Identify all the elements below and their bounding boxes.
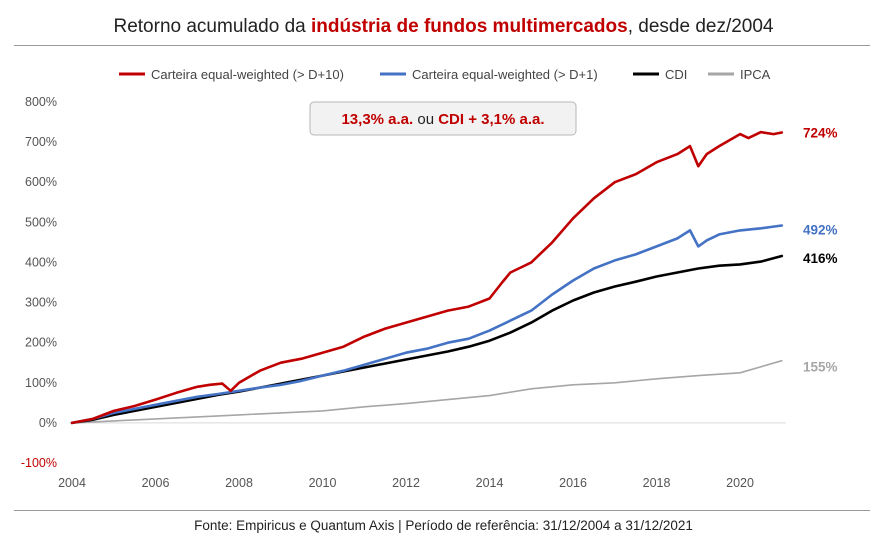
x-axis: 2004 2006 2008 2010 2012 2014 2016 2018 2020 [58,476,754,490]
series-line [70,130,784,425]
x-tick-label: 2020 [726,476,754,490]
y-tick-label: 200% [25,336,57,350]
callout-cdi-spread: CDI + 3,1% a.a. [438,111,544,128]
x-tick-label: 2008 [225,476,253,490]
chart-legend: Carteira equal-weighted (> D+10) Carteira… [119,67,771,82]
x-tick-label: 2016 [559,476,587,490]
x-tick-label: 2010 [309,476,337,490]
legend-item-label: Carteira equal-weighted (> D+1) [412,67,598,82]
top-divider [14,45,870,46]
y-tick-label: 800% [25,95,57,109]
line-chart: Carteira equal-weighted (> D+10) Carteira… [21,67,838,490]
y-tick-label: 0% [39,416,57,430]
x-tick-label: 2006 [142,476,170,490]
y-tick-label: 300% [25,296,57,310]
x-tick-label: 2012 [392,476,420,490]
legend-item-label: CDI [665,67,687,82]
x-tick-label: 2014 [476,476,504,490]
end-labels: 724% 492% 416% 155% [803,125,838,374]
legend-item-label: Carteira equal-weighted (> D+10) [151,67,344,82]
y-tick-label: 700% [25,135,57,149]
end-value-label: 492% [803,223,838,238]
series-lines [70,130,784,425]
callout-text: 13,3% a.a. ou CDI + 3,1% a.a. [341,111,544,128]
callout-box: 13,3% a.a. ou CDI + 3,1% a.a. [309,101,577,136]
callout-connector: ou [413,111,438,128]
y-tick-label: 400% [25,255,57,269]
end-value-label: 416% [803,251,838,266]
bottom-divider [14,510,870,511]
series-line [71,359,783,424]
y-tick-label: 600% [25,175,57,189]
series-line [70,224,784,425]
end-value-label: 724% [803,125,838,140]
series-line [70,254,784,425]
y-axis: -100% 0% 100% 200% 300% 400% 500% 600% 700% 800% [21,95,57,470]
legend-item-label: IPCA [740,67,771,82]
y-tick-label: 100% [25,376,57,390]
end-value-label: 155% [803,360,838,375]
chart-title: Retorno acumulado da indústria de fundos… [113,16,774,37]
x-tick-label: 2018 [643,476,671,490]
callout-annual-return: 13,3% a.a. [341,111,413,128]
y-tick-label: 500% [25,215,57,229]
x-tick-label: 2004 [58,476,86,490]
y-tick-label: -100% [21,456,57,470]
source-footer: Fonte: Empiricus e Quantum Axis | Períod… [194,518,693,533]
